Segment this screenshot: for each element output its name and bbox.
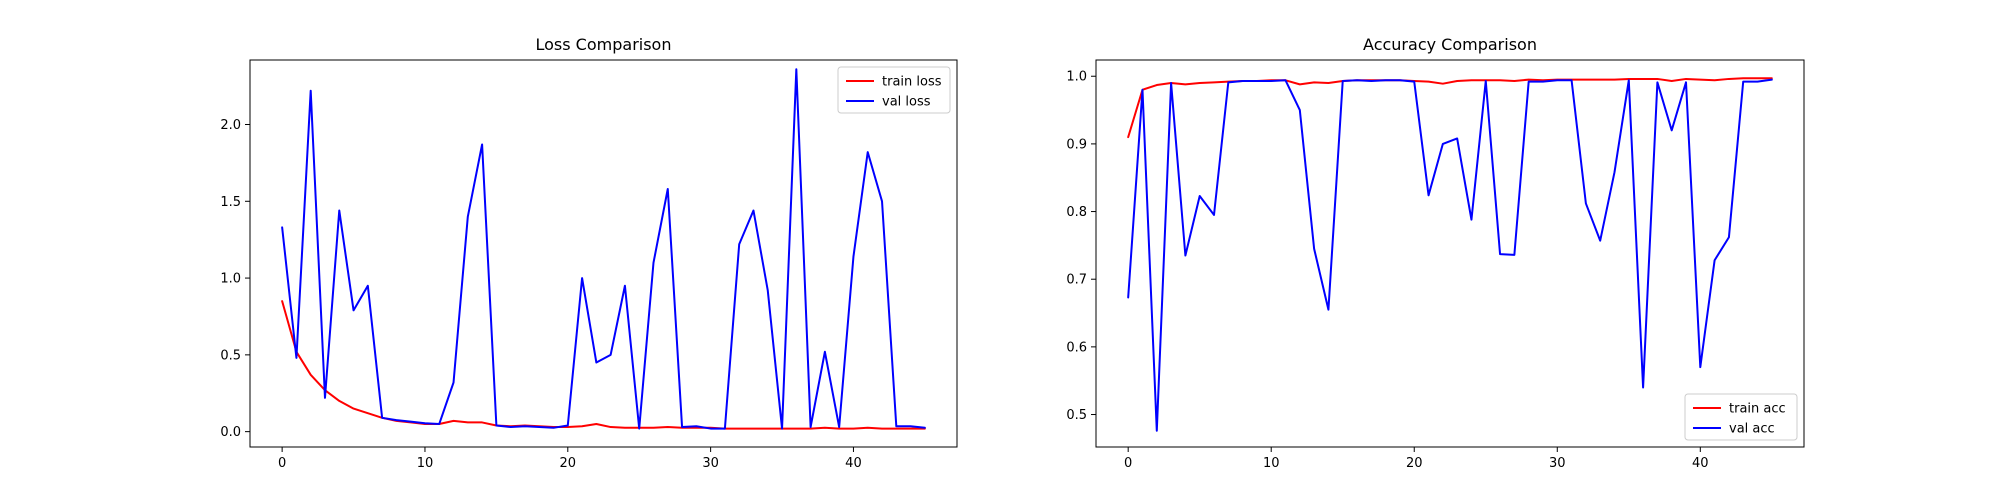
loss-plot-frame xyxy=(249,59,958,448)
accuracy-chart: Accuracy Comparison 0 10 20 30 40 0.5 0.6 0.7 0.8… xyxy=(1066,35,1805,471)
accuracy-x-tick-label: 10 xyxy=(1263,456,1280,471)
loss-chart: Loss Comparison 0 10 20 30 40 0.0 0.5 1.0 1.5 2.0 t… xyxy=(220,35,958,471)
loss-legend: train loss val loss xyxy=(837,66,951,114)
loss-x-tick-label: 30 xyxy=(702,456,719,471)
accuracy-y-tick-label: 0.5 xyxy=(1066,408,1087,423)
loss-legend-label: train loss xyxy=(882,75,942,90)
accuracy-series-group xyxy=(1127,77,1773,432)
loss-legend-label: val loss xyxy=(882,95,931,110)
loss-y-tick-label: 0.5 xyxy=(220,348,241,363)
accuracy-x-tick-label: 30 xyxy=(1549,456,1566,471)
loss-x-tick-label: 20 xyxy=(560,456,577,471)
accuracy-y-tick-label: 1.0 xyxy=(1066,70,1087,85)
loss-y-tick-label: 1.5 xyxy=(220,195,241,210)
loss-series-train-loss xyxy=(281,300,926,430)
accuracy-chart-title: Accuracy Comparison xyxy=(1363,35,1537,54)
accuracy-legend-label: train acc xyxy=(1729,402,1786,417)
accuracy-y-tick-label: 0.9 xyxy=(1066,137,1087,152)
accuracy-y-tick-label: 0.8 xyxy=(1066,205,1087,220)
loss-y-tick-label: 0.0 xyxy=(220,425,241,440)
loss-y-tick-label: 1.0 xyxy=(220,272,241,287)
loss-x-tick-label: 10 xyxy=(417,456,434,471)
loss-x-tick-label: 40 xyxy=(845,456,862,471)
loss-series-group xyxy=(281,68,926,430)
accuracy-series-val-acc xyxy=(1127,78,1773,432)
loss-chart-title: Loss Comparison xyxy=(536,35,672,54)
loss-y-tick-label: 2.0 xyxy=(220,118,241,133)
accuracy-legend: train acc val acc xyxy=(1684,393,1798,441)
accuracy-x-tick-label: 0 xyxy=(1124,456,1132,471)
accuracy-y-tick-label: 0.6 xyxy=(1066,340,1087,355)
accuracy-legend-label: val acc xyxy=(1729,422,1775,437)
loss-x-tick-label: 0 xyxy=(278,456,286,471)
accuracy-y-tick-label: 0.7 xyxy=(1066,273,1087,288)
accuracy-plot-frame xyxy=(1095,59,1805,448)
loss-series-val-loss xyxy=(281,68,926,430)
accuracy-x-tick-label: 40 xyxy=(1692,456,1709,471)
accuracy-x-tick-label: 20 xyxy=(1406,456,1423,471)
